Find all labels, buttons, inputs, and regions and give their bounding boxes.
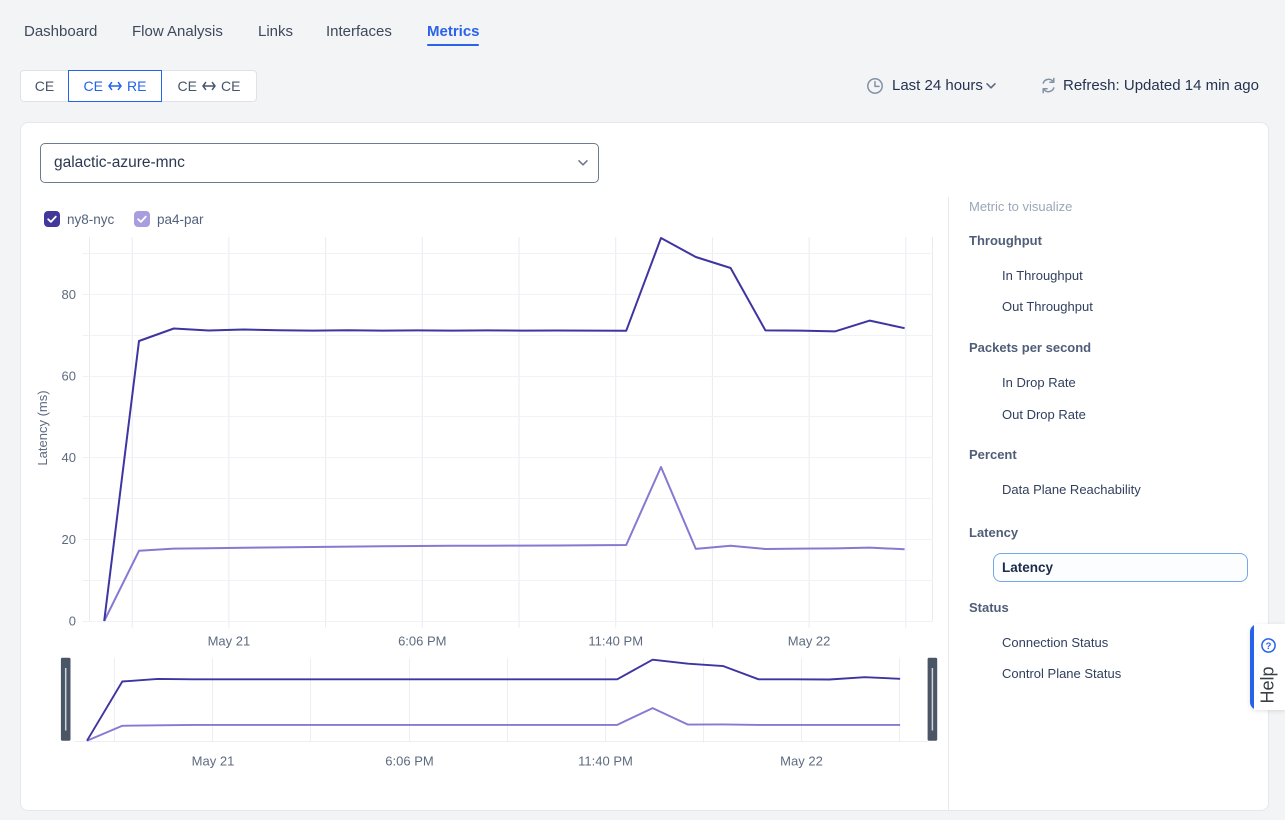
svg-text:11:40 PM: 11:40 PM	[578, 754, 633, 769]
svg-text:20: 20	[62, 532, 76, 547]
svg-text:Latency (ms): Latency (ms)	[35, 390, 50, 465]
svg-text:11:40 PM: 11:40 PM	[588, 634, 643, 649]
svg-text:May 21: May 21	[192, 754, 235, 769]
svg-text:80: 80	[62, 287, 76, 302]
svg-text:May 21: May 21	[208, 634, 251, 649]
svg-text:May 22: May 22	[780, 754, 823, 769]
svg-text:?: ?	[1266, 641, 1272, 652]
svg-text:0: 0	[69, 614, 76, 629]
svg-text:6:06 PM: 6:06 PM	[385, 754, 433, 769]
svg-text:40: 40	[62, 450, 76, 465]
svg-text:May 22: May 22	[788, 634, 831, 649]
svg-text:60: 60	[62, 369, 76, 384]
svg-text:6:06 PM: 6:06 PM	[398, 634, 446, 649]
